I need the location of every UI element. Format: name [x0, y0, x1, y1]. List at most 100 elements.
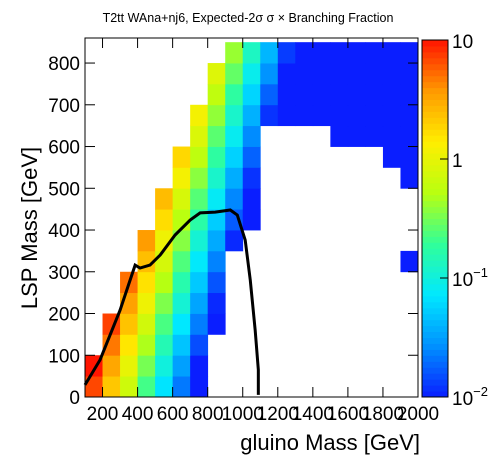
- heat-cell: [400, 167, 419, 189]
- heat-cell: [102, 376, 121, 398]
- heat-cell: [225, 125, 244, 147]
- heat-cell: [85, 376, 103, 398]
- heat-cell: [225, 104, 244, 127]
- contour-line: [83, 208, 260, 395]
- heat-cell: [295, 42, 314, 64]
- heat-cell: [277, 104, 296, 127]
- heat-cell: [347, 42, 366, 64]
- colorbar-step: [422, 224, 448, 231]
- y-tick-label: 800: [48, 54, 80, 75]
- heat-cell: [155, 209, 174, 231]
- heat-cell: [207, 209, 226, 231]
- heat-cell: [190, 167, 209, 189]
- plot-frame: [84, 37, 419, 398]
- x-axis-title: gluino Mass [GeV]: [240, 430, 420, 455]
- heat-cell: [120, 334, 138, 356]
- y-axis-title: LSP Mass [GeV]: [17, 147, 42, 309]
- heat-cell: [207, 271, 226, 294]
- colorbar-step: [422, 379, 448, 386]
- colorbar-step: [422, 343, 448, 350]
- heat-cell: [260, 42, 279, 64]
- colorbar-step: [422, 69, 448, 77]
- x-tick-label: 1000: [222, 404, 264, 425]
- y-tick-label: 300: [48, 263, 80, 284]
- x-tick-label: 2000: [397, 404, 439, 425]
- heat-cell: [137, 355, 156, 377]
- heat-cell: [225, 188, 244, 210]
- colorbar-tick-exponent: −1: [473, 265, 488, 280]
- colorbar-tick-label: 10−2: [452, 384, 488, 410]
- heat-cell: [155, 250, 174, 273]
- colorbar-step: [422, 266, 448, 273]
- heat-cell: [382, 63, 401, 85]
- heat-cell: [242, 188, 261, 210]
- heat-cell: [242, 104, 261, 127]
- heat-cell: [400, 125, 419, 147]
- heat-cell: [400, 83, 419, 106]
- heat-cell: [312, 83, 331, 106]
- colorbar-step: [422, 164, 448, 172]
- colorbar-step: [422, 57, 448, 65]
- heat-cell: [155, 376, 174, 398]
- colorbar-step: [422, 141, 448, 148]
- colorbar-step: [422, 254, 448, 261]
- x-tick-label: 200: [87, 404, 119, 425]
- heat-cell: [172, 355, 191, 377]
- heat-cell: [207, 230, 226, 252]
- heat-cell: [172, 188, 191, 210]
- heat-cell: [400, 250, 419, 273]
- colorbar-step: [422, 147, 448, 154]
- heat-cell: [120, 376, 138, 398]
- colorbar-step: [422, 218, 448, 225]
- heat-cell: [365, 83, 384, 106]
- heat-cell: [207, 104, 226, 127]
- heat-cell: [120, 313, 138, 335]
- heat-cell: [172, 146, 191, 168]
- colorbar-step: [422, 331, 448, 338]
- colorbar-step: [422, 385, 448, 392]
- heat-cell: [347, 125, 366, 147]
- colorbar-tick-label: 10−1: [452, 265, 488, 291]
- heat-cell: [172, 230, 191, 252]
- x-tick-label: 1800: [362, 404, 404, 425]
- colorbar-step: [422, 200, 448, 208]
- heat-cell: [382, 146, 401, 168]
- colorbar-step: [422, 355, 448, 362]
- heat-cell: [330, 125, 349, 147]
- heat-cell: [382, 104, 401, 127]
- heat-cell: [172, 313, 191, 335]
- colorbar-step: [422, 117, 448, 124]
- heat-cell: [190, 376, 209, 398]
- colorbar-step: [422, 289, 448, 297]
- heat-cell: [295, 63, 314, 85]
- heat-cell: [347, 63, 366, 85]
- colorbar-step: [422, 153, 448, 160]
- heat-cell: [347, 104, 366, 127]
- heat-cell: [120, 355, 138, 377]
- colorbar-step: [422, 40, 448, 47]
- heat-cell: [155, 188, 174, 210]
- heat-cell: [190, 104, 209, 127]
- heat-cell: [330, 63, 349, 85]
- heat-cell: [190, 209, 209, 231]
- heat-cell: [190, 125, 209, 147]
- heat-cell: [137, 271, 156, 294]
- colorbar-step: [422, 188, 448, 196]
- heat-cell: [225, 167, 244, 189]
- heat-cell: [365, 104, 384, 127]
- x-tick-label: 1600: [327, 404, 369, 425]
- x-tick-label: 1400: [292, 404, 334, 425]
- colorbar-step: [422, 206, 448, 214]
- heat-cell: [382, 42, 401, 64]
- heat-cell: [172, 167, 191, 189]
- colorbar-step: [422, 272, 448, 279]
- heat-cell: [172, 250, 191, 273]
- x-tick-label: 400: [122, 404, 154, 425]
- heat-cell: [382, 83, 401, 106]
- colorbar-step: [422, 123, 448, 130]
- heat-cell: [295, 104, 314, 127]
- heat-cell: [347, 83, 366, 106]
- colorbar-step: [422, 99, 448, 106]
- heat-cell: [137, 334, 156, 356]
